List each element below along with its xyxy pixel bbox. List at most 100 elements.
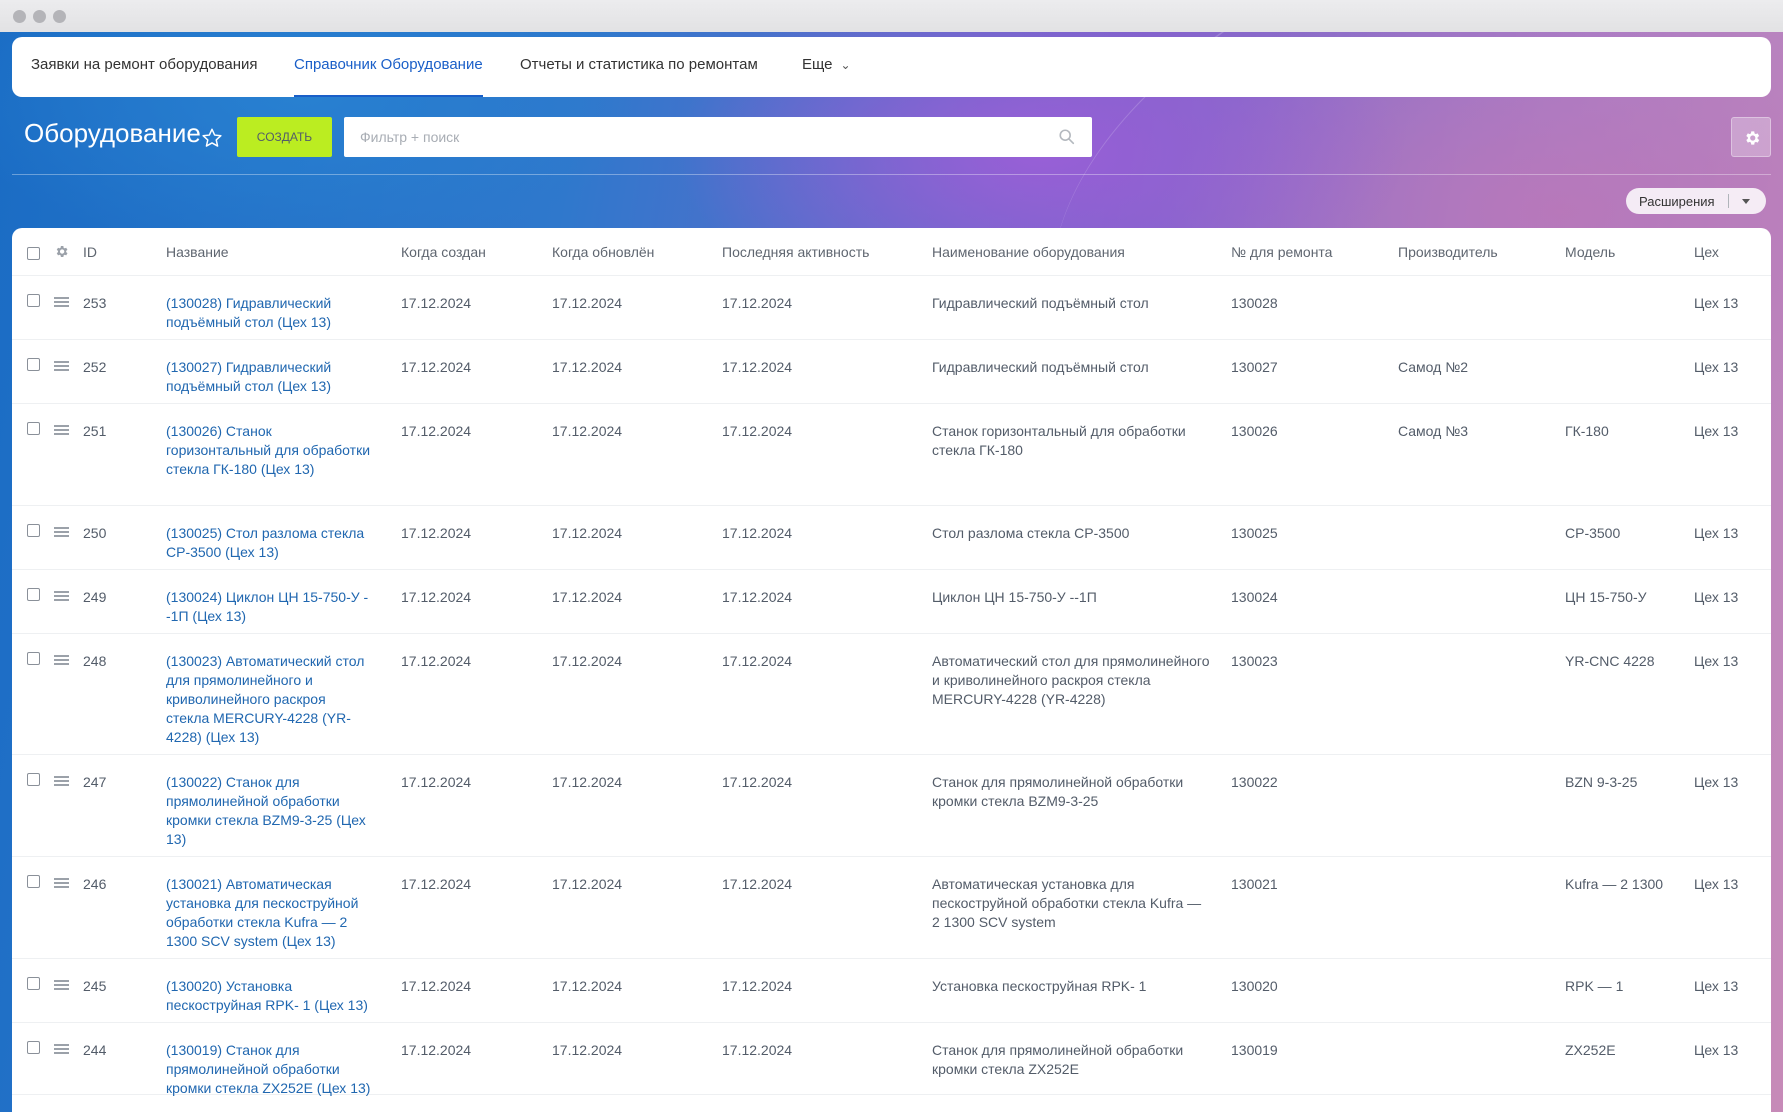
row-checkbox[interactable] [27,977,40,990]
row-shop: Цех 13 [1694,876,1739,892]
row-checkbox[interactable] [27,588,40,601]
nav-more-menu[interactable]: Еще ⌄ [802,37,851,97]
column-header-shop[interactable]: Цех [1694,244,1719,260]
row-updated: 17.12.2024 [552,359,623,375]
table-row[interactable]: 250 (130025) Стол разлома стекла СР-3500 … [12,506,1771,570]
gear-icon[interactable] [54,244,69,259]
row-name-link[interactable]: (130027) Гидравлический подъёмный стол (… [166,359,332,394]
row-model: BZN 9-3-25 [1565,774,1638,790]
table-row[interactable]: 244 (130019) Станок для прямолинейной обр… [12,1023,1771,1096]
row-equipment-name: Гидравлический подъёмный стол [932,295,1149,311]
settings-button[interactable] [1731,117,1771,157]
row-id: 253 [83,295,107,311]
column-header-updated[interactable]: Когда обновлён [552,244,655,260]
drag-handle-icon[interactable] [54,878,69,888]
drag-handle-icon[interactable] [54,425,69,435]
drag-handle-icon[interactable] [54,361,69,371]
nav-tab-repair-requests[interactable]: Заявки на ремонт оборудования [31,56,258,73]
table-row[interactable]: 249 (130024) Циклон ЦН 15-750-У --1П (Цех… [12,570,1771,634]
column-header-name[interactable]: Название [166,244,229,260]
row-checkbox[interactable] [27,652,40,665]
table-row[interactable]: 245 (130020) Установка пескоструйная RPK-… [12,959,1771,1023]
table-row[interactable]: 247 (130022) Станок для прямолинейной обр… [12,755,1771,857]
row-model: Kufra — 2 1300 [1565,876,1664,892]
toolbar-divider [12,174,1771,175]
star-icon[interactable] [201,127,223,149]
row-checkbox[interactable] [27,524,40,537]
row-name-link[interactable]: (130024) Циклон ЦН 15-750-У --1П (Цех 13… [166,589,369,624]
row-updated: 17.12.2024 [552,295,623,311]
create-button[interactable]: СОЗДАТЬ [237,117,332,157]
table-row[interactable]: 251 (130026) Станок горизонтальный для об… [12,404,1771,506]
column-header-equipment-name[interactable]: Наименование оборудования [932,244,1125,260]
table-row[interactable]: 253 (130028) Гидравлический подъёмный сто… [12,276,1771,340]
nav-tab-equipment-catalog[interactable]: Справочник Оборудование [294,37,483,97]
row-name-link[interactable]: (130019) Станок для прямолинейной обрабо… [166,1042,371,1096]
row-equipment-name: Автоматический стол для прямолинейного и… [932,653,1210,707]
row-equipment-name: Станок для прямолинейной обработки кромк… [932,1042,1184,1077]
column-header-id[interactable]: ID [83,244,97,260]
search-input[interactable] [344,117,1024,157]
table-row[interactable]: 252 (130027) Гидравлический подъёмный сто… [12,340,1771,404]
drag-handle-icon[interactable] [54,591,69,601]
row-last-activity: 17.12.2024 [722,1042,793,1058]
row-name-link[interactable]: (130026) Станок горизонтальный для обраб… [166,423,371,477]
drag-handle-icon[interactable] [54,1044,69,1054]
row-model: СР-3500 [1565,525,1621,541]
table-row[interactable]: 248 (130023) Автоматический стол для прям… [12,634,1771,755]
column-header-model[interactable]: Модель [1565,244,1616,260]
window-titlebar [0,0,1783,32]
row-id: 250 [83,525,107,541]
column-header-manufacturer[interactable]: Производитель [1398,244,1498,260]
row-checkbox[interactable] [27,294,40,307]
column-header-last-activity[interactable]: Последняя активность [722,244,870,260]
window-close-dot[interactable] [13,10,26,23]
row-name-link[interactable]: (130022) Станок для прямолинейной обрабо… [166,774,366,847]
search-icon[interactable] [1058,128,1076,146]
window-minimize-dot[interactable] [33,10,46,23]
nav-tab-repair-reports[interactable]: Отчеты и статистика по ремонтам [520,56,758,73]
search-box [344,117,1092,157]
row-equipment-name: Гидравлический подъёмный стол [932,359,1149,375]
row-created: 17.12.2024 [401,423,472,439]
top-navigation: Заявки на ремонт оборудования Справочник… [12,37,1771,97]
row-shop: Цех 13 [1694,653,1739,669]
row-checkbox[interactable] [27,422,40,435]
window-zoom-dot[interactable] [53,10,66,23]
row-updated: 17.12.2024 [552,774,623,790]
row-created: 17.12.2024 [401,589,472,605]
row-updated: 17.12.2024 [552,653,623,669]
drag-handle-icon[interactable] [54,297,69,307]
column-header-created[interactable]: Когда создан [401,244,486,260]
row-name-link[interactable]: (130020) Установка пескоструйная RPK- 1 … [166,978,368,1013]
extensions-button[interactable]: Расширения [1626,188,1766,214]
grid-header: ID Название Когда создан Когда обновлён … [12,228,1771,276]
row-checkbox[interactable] [27,875,40,888]
row-model: YR-CNC 4228 [1565,653,1655,669]
table-row[interactable]: 246 (130021) Автоматическая установка для… [12,857,1771,959]
row-shop: Цех 13 [1694,774,1739,790]
drag-handle-icon[interactable] [54,527,69,537]
row-updated: 17.12.2024 [552,876,623,892]
chevron-down-icon[interactable] [1742,199,1750,204]
chevron-down-icon: ⌄ [840,58,851,72]
column-header-repair-number[interactable]: № для ремонта [1231,244,1333,260]
row-id: 252 [83,359,107,375]
drag-handle-icon[interactable] [54,655,69,665]
drag-handle-icon[interactable] [54,980,69,990]
row-checkbox[interactable] [27,1041,40,1054]
row-checkbox[interactable] [27,358,40,371]
row-shop: Цех 13 [1694,1042,1739,1058]
row-id: 248 [83,653,107,669]
select-all-checkbox[interactable] [27,247,40,260]
row-name-link[interactable]: (130025) Стол разлома стекла СР-3500 (Це… [166,525,365,560]
row-repair-number: 130028 [1231,295,1278,311]
drag-handle-icon[interactable] [54,776,69,786]
row-name-link[interactable]: (130028) Гидравлический подъёмный стол (… [166,295,332,330]
row-shop: Цех 13 [1694,359,1739,375]
row-created: 17.12.2024 [401,295,472,311]
row-manufacturer: Самод №2 [1398,359,1469,375]
row-name-link[interactable]: (130021) Автоматическая установка для пе… [166,876,359,949]
row-checkbox[interactable] [27,773,40,786]
row-name-link[interactable]: (130023) Автоматический стол для прямоли… [166,653,365,745]
